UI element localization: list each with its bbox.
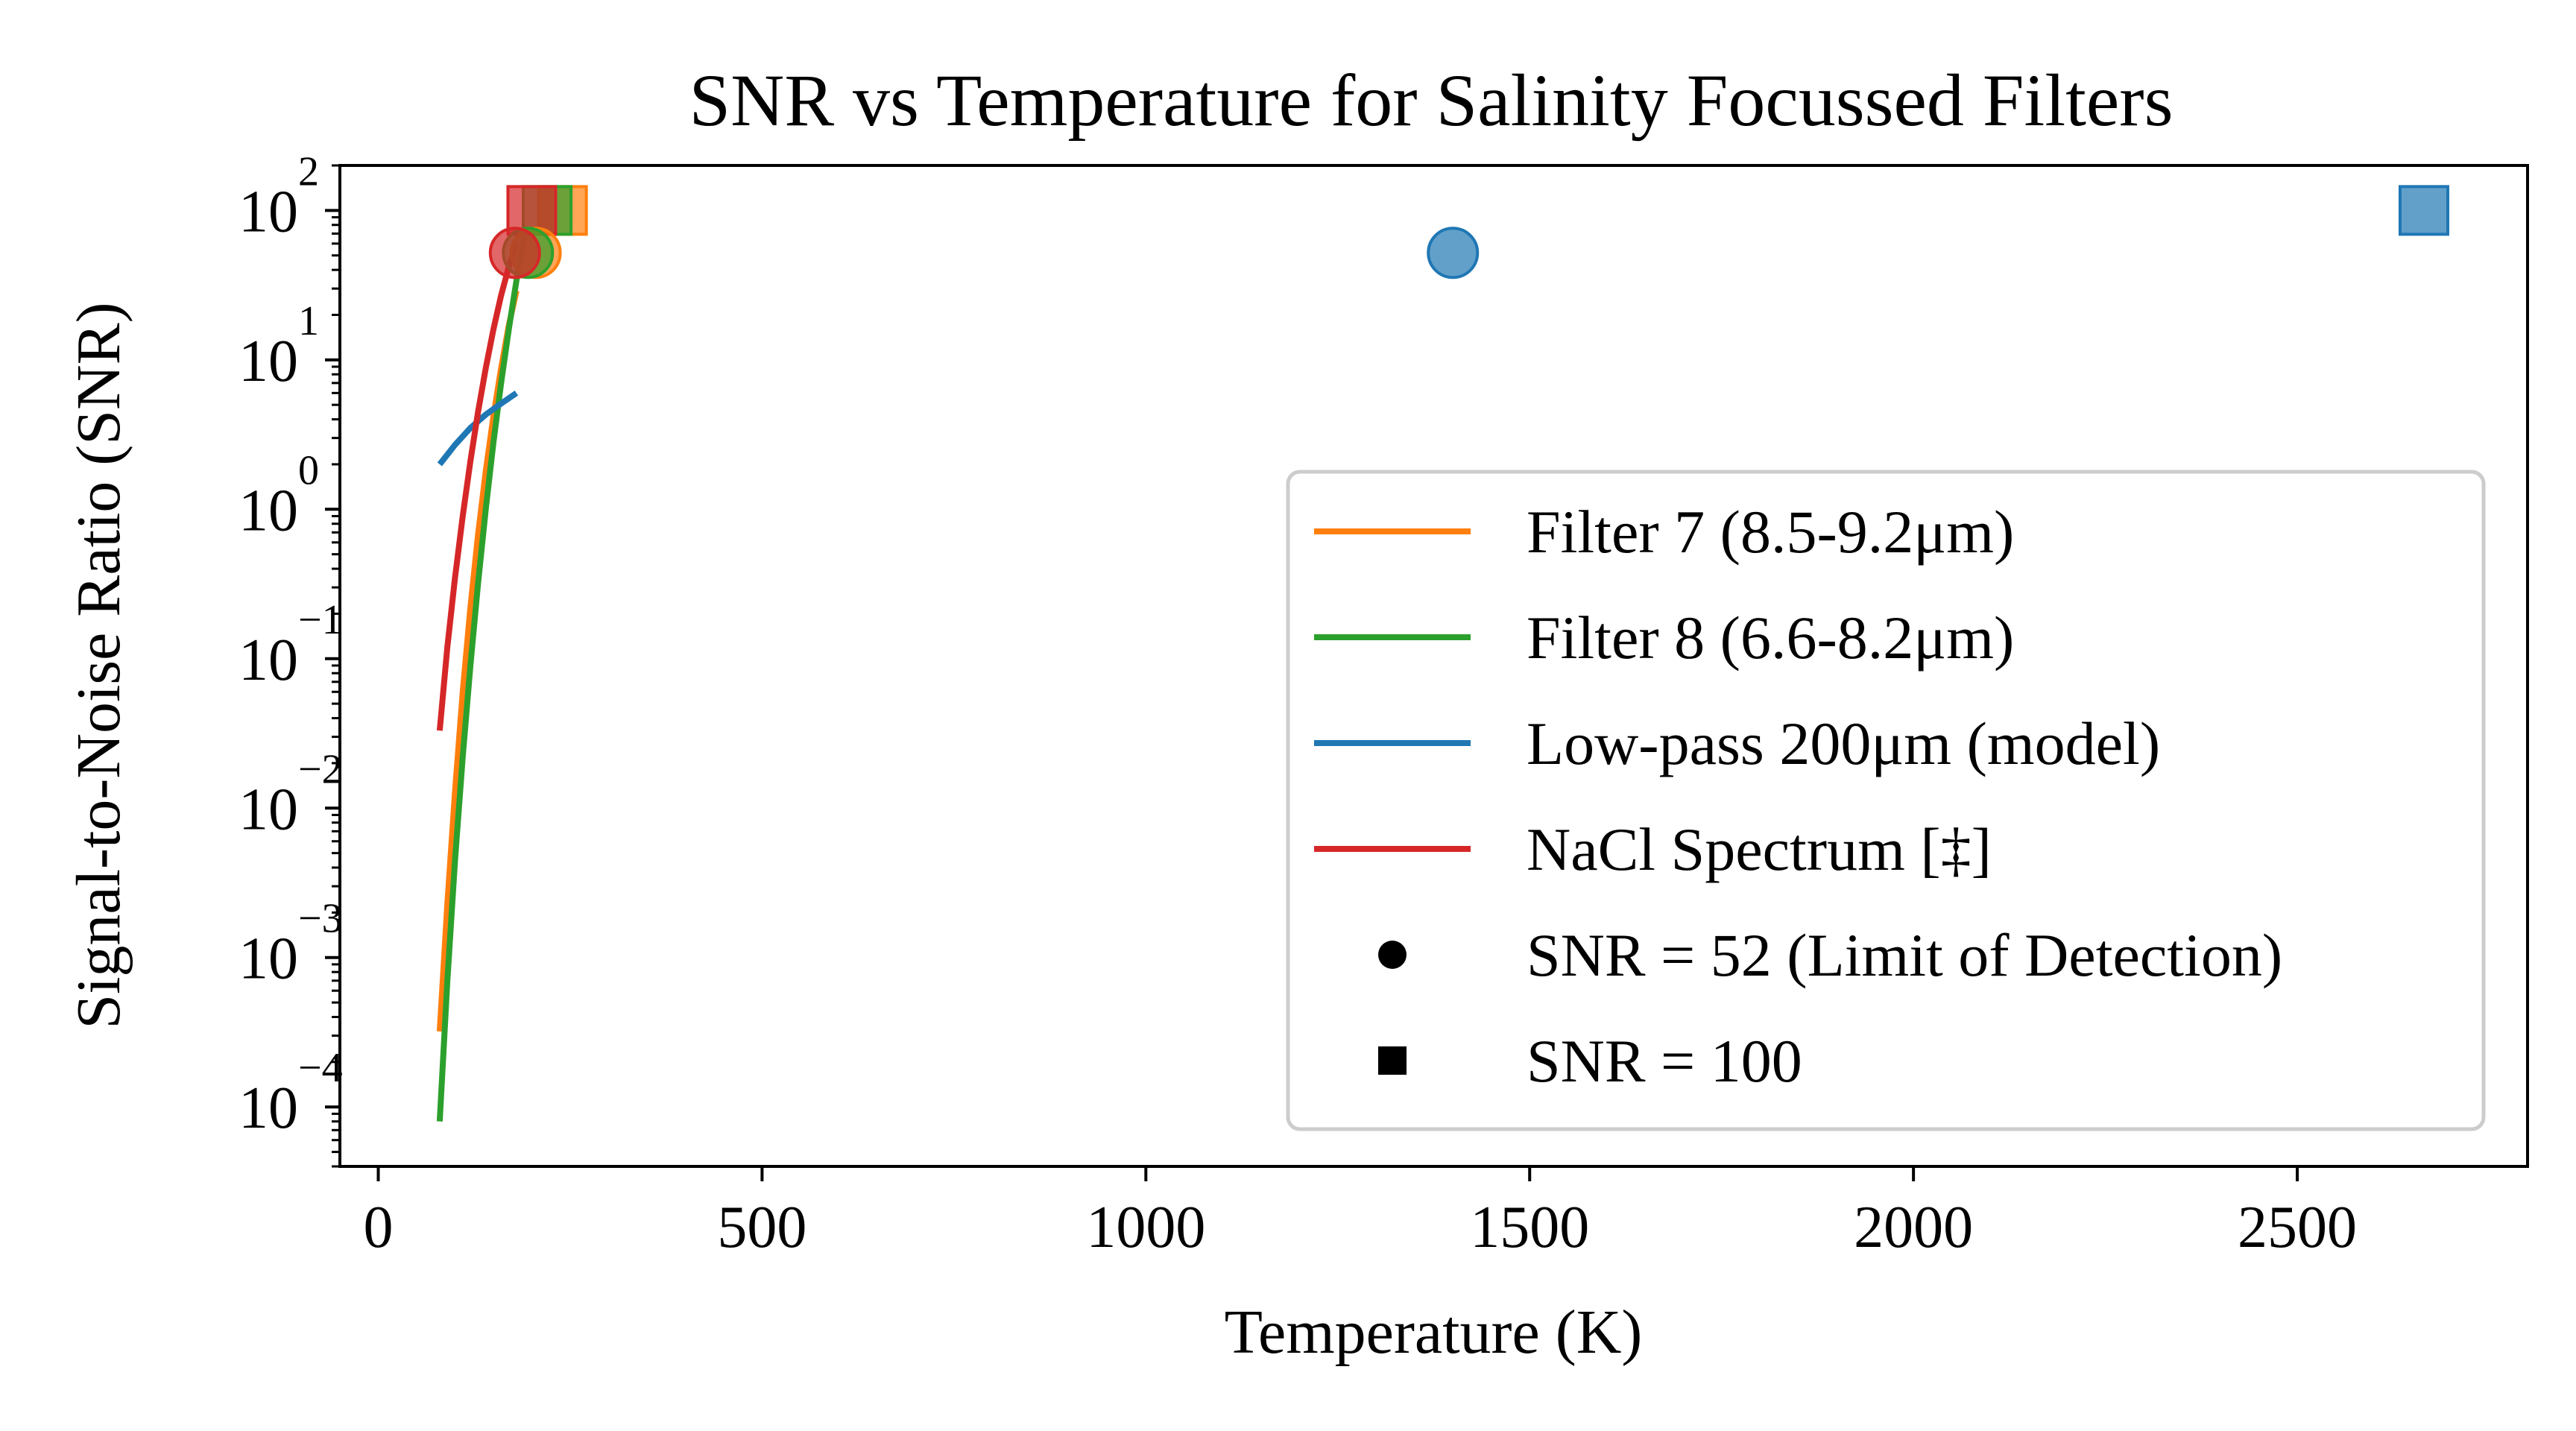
legend-label-1: Filter 8 (6.6-8.2μm) (1527, 604, 2014, 672)
legend-marker-label-0: SNR = 52 (Limit of Detection) (1527, 921, 2282, 989)
y-tick-label-1: 10 (239, 926, 298, 992)
y-tick-label-5: 10 (239, 329, 298, 394)
legend-marker-circle (1378, 941, 1407, 969)
x-axis-label: Temperature (K) (1225, 1298, 1643, 1367)
legend-label-2: Low-pass 200μm (model) (1527, 710, 2160, 777)
y-tick-exponent-3: −1 (298, 597, 343, 643)
plot-data (436, 185, 2449, 1122)
legend-label-0: Filter 7 (8.5-9.2μm) (1527, 498, 2014, 566)
legend-marker-label-1: SNR = 100 (1527, 1027, 1802, 1095)
legend: Filter 7 (8.5-9.2μm) Filter 8 (6.6-8.2μm)… (1286, 470, 2486, 1131)
series-line-1 (436, 236, 528, 1122)
y-tick-exponent-0: −4 (298, 1045, 343, 1091)
lod-marker-3 (488, 227, 541, 279)
legend-label-3: NaCl Spectrum [‡] (1527, 815, 1992, 883)
y-tick-exponent-5: 1 (298, 298, 319, 344)
y-tick-label-6: 10 (239, 179, 298, 244)
y-tick-exponent-1: −3 (298, 896, 343, 942)
x-tick-label-3: 1500 (1470, 1195, 1589, 1260)
y-tick-label-4: 10 (239, 478, 298, 543)
plot-frame (338, 164, 2529, 1168)
y-tick-label-0: 10 (239, 1075, 298, 1141)
y-tick-label-2: 10 (239, 777, 298, 842)
x-tick-label-5: 2500 (2238, 1195, 2357, 1260)
y-tick-exponent-6: 2 (298, 148, 319, 195)
legend-marker-square (1378, 1046, 1407, 1075)
chart-title: SNR vs Temperature for Salinity Focussed… (689, 59, 2174, 142)
legend-box (1286, 470, 2486, 1131)
y-tick-exponent-2: −2 (298, 746, 343, 792)
x-tick-label-0: 0 (363, 1195, 393, 1260)
plot-axes: 0 500 1000 1500 2000 2500−410−310−210−1100101… (239, 148, 2357, 1260)
lod-marker-2 (1427, 227, 1480, 279)
y-axis-label: Signal-to-Noise Ratio (SNR) (64, 302, 133, 1029)
x-tick-label-2: 1000 (1086, 1195, 1205, 1260)
y-tick-exponent-4: 0 (298, 447, 319, 493)
x-tick-label-1: 500 (717, 1195, 806, 1260)
y-tick-label-3: 10 (239, 628, 298, 693)
x-tick-label-4: 2000 (1854, 1195, 1973, 1260)
snr100-marker-2 (2398, 185, 2449, 236)
series-line-3 (436, 242, 520, 731)
